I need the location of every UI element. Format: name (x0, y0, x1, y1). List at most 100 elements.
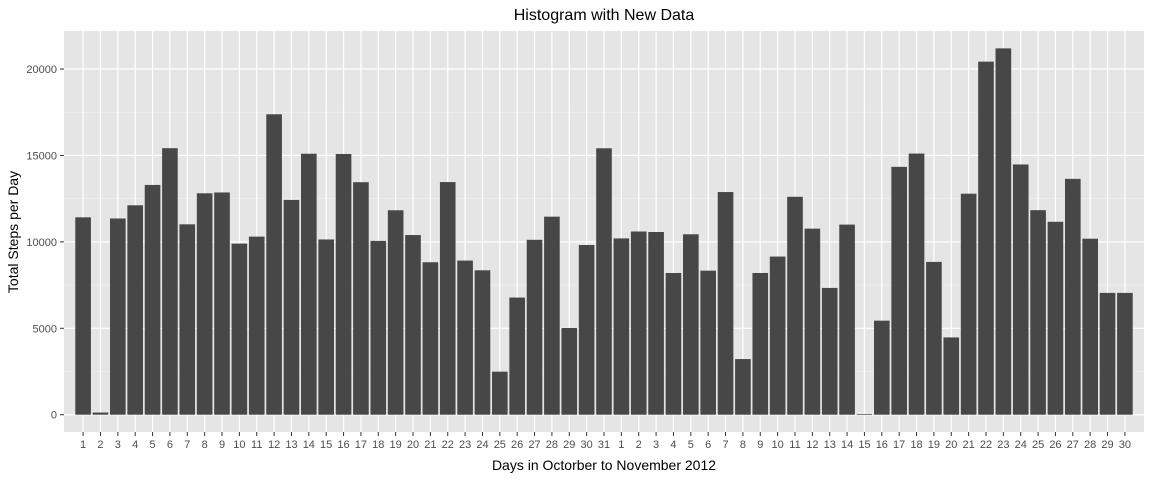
bar (891, 166, 907, 415)
bar (457, 260, 473, 415)
x-tick-label: 1 (80, 439, 86, 451)
bars (75, 48, 1133, 415)
x-tick-label: 2 (636, 439, 642, 451)
bar (648, 232, 664, 415)
x-tick-label: 28 (1084, 439, 1096, 451)
bar (92, 412, 109, 415)
x-tick-label: 26 (511, 439, 523, 451)
y-tick-label: 15000 (26, 150, 57, 162)
bar (995, 48, 1012, 415)
x-tick-label: 16 (876, 439, 888, 451)
x-tick-label: 30 (581, 439, 593, 451)
x-tick-label: 4 (670, 439, 676, 451)
y-tick-label: 0 (51, 410, 57, 422)
bar (804, 228, 821, 415)
bar (335, 153, 352, 415)
x-tick-label: 4 (132, 439, 138, 451)
x-tick-label: 15 (858, 439, 870, 451)
x-tick-label: 21 (963, 439, 975, 451)
bar (978, 61, 994, 415)
x-axis-ticks: 1 2 3 4 5 6 7 8 9 10 11 12 13 14 15 16 17 18 19 20 21 22 23 24 2… (80, 432, 1131, 451)
x-tick-label: 18 (910, 439, 922, 451)
bar (821, 287, 838, 415)
x-tick-label: 18 (372, 439, 384, 451)
bar (700, 270, 716, 415)
bar (752, 272, 769, 415)
x-tick-label: 2 (97, 439, 103, 451)
bar (439, 182, 456, 415)
x-tick-label: 10 (233, 439, 245, 451)
x-tick-label: 12 (268, 439, 280, 451)
bar (474, 270, 491, 415)
bar (422, 262, 439, 415)
x-tick-label: 22 (442, 439, 454, 451)
bar (839, 224, 855, 415)
bar (196, 193, 213, 415)
bar (387, 210, 404, 415)
x-tick-label: 14 (303, 439, 315, 451)
bar (127, 205, 144, 415)
bar (1117, 292, 1133, 415)
x-tick-label: 5 (149, 439, 155, 451)
bar (544, 216, 560, 415)
bar (613, 238, 630, 415)
x-tick-label: 28 (546, 439, 558, 451)
bar (630, 231, 647, 415)
x-tick-label: 25 (1032, 439, 1044, 451)
y-tick-label: 5000 (33, 323, 57, 335)
bar (179, 224, 196, 415)
bar (231, 243, 248, 415)
x-tick-label: 11 (789, 439, 800, 451)
bar (526, 239, 543, 415)
bar (110, 218, 126, 415)
bar (370, 240, 387, 415)
x-tick-label: 9 (219, 439, 225, 451)
x-tick-label: 19 (390, 439, 402, 451)
x-tick-label: 21 (424, 439, 436, 451)
x-tick-label: 7 (184, 439, 190, 451)
bar (735, 359, 751, 415)
x-tick-label: 14 (841, 439, 853, 451)
x-tick-label: 13 (285, 439, 297, 451)
bar (1012, 164, 1029, 415)
bar (266, 114, 282, 415)
x-tick-label: 16 (337, 439, 349, 451)
x-axis-title: Days in Octorber to November 2012 (492, 457, 716, 473)
bar (492, 371, 508, 415)
bar (144, 184, 161, 415)
bar (908, 153, 925, 415)
x-tick-label: 8 (202, 439, 208, 451)
bar (874, 320, 890, 415)
bar (578, 244, 595, 415)
bar (162, 148, 178, 415)
x-tick-label: 17 (893, 439, 905, 451)
bar (596, 148, 612, 415)
bar (787, 196, 803, 415)
x-tick-label: 23 (459, 439, 471, 451)
bar (1064, 178, 1081, 415)
bar (926, 261, 942, 415)
x-tick-label: 10 (772, 439, 784, 451)
bar (856, 414, 873, 415)
x-tick-label: 26 (1049, 439, 1061, 451)
x-tick-label: 3 (653, 439, 659, 451)
x-tick-label: 8 (740, 439, 746, 451)
bar (769, 256, 786, 415)
bar (318, 239, 334, 415)
x-tick-label: 17 (355, 439, 367, 451)
x-tick-label: 1 (618, 439, 624, 451)
x-tick-label: 19 (928, 439, 940, 451)
bar (1082, 238, 1098, 415)
chart-title: Histogram with New Data (514, 7, 695, 24)
x-tick-label: 6 (705, 439, 711, 451)
y-axis-ticks: 0 5000 10000 15000 20000 (26, 64, 64, 422)
bar (283, 199, 300, 415)
bar (75, 217, 91, 415)
y-tick-label: 20000 (26, 64, 57, 76)
bar (665, 272, 682, 415)
x-tick-label: 15 (320, 439, 332, 451)
x-tick-label: 20 (945, 439, 957, 451)
bar (405, 235, 421, 415)
